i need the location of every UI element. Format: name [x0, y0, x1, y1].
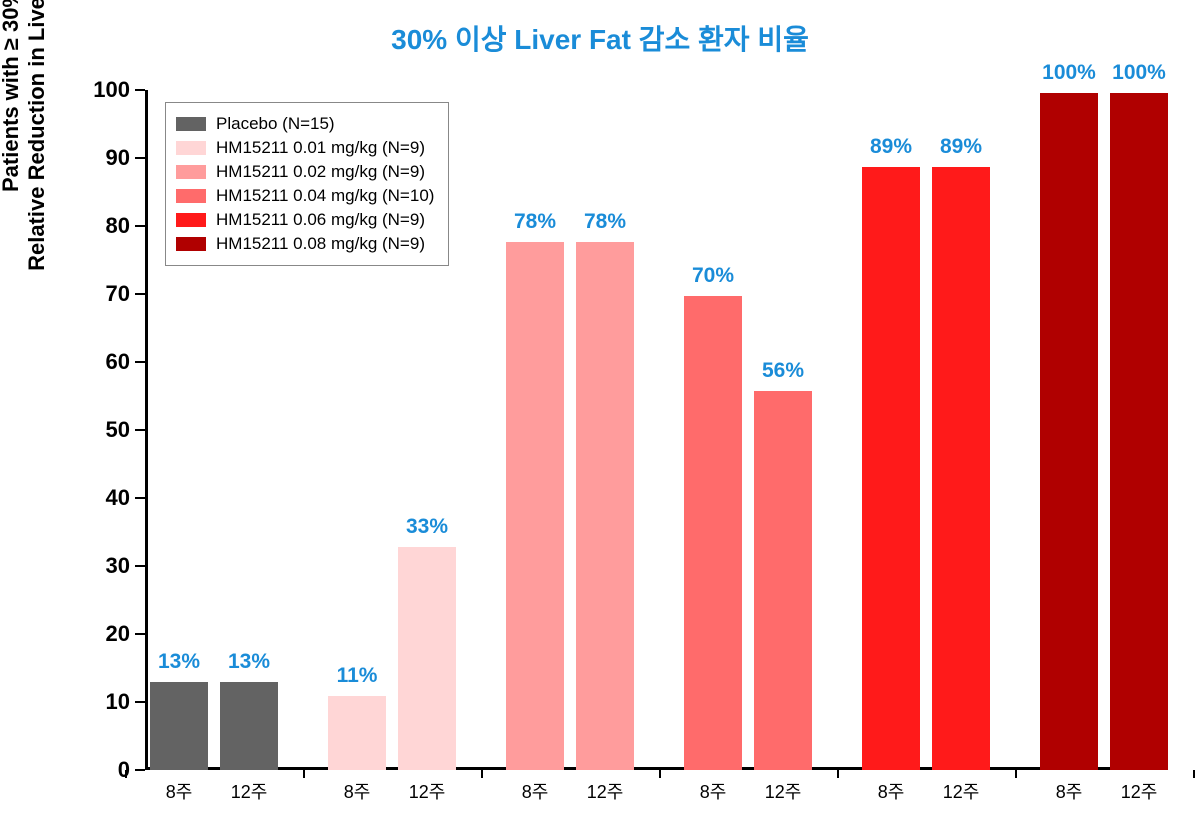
- x-tick-label: 8주: [166, 778, 193, 804]
- x-axis: [145, 767, 1165, 770]
- legend-swatch: [176, 141, 206, 155]
- y-tick-label: 20: [70, 621, 130, 647]
- y-axis-label-line1: Patients with ≥ 30%: [0, 0, 24, 430]
- y-tick-label: 30: [70, 553, 130, 579]
- x-tick-label: 12주: [231, 778, 268, 804]
- y-tick: [135, 89, 145, 91]
- x-tick-label: 12주: [943, 778, 980, 804]
- bar-value-label: 70%: [692, 264, 734, 288]
- bar: [932, 167, 990, 770]
- legend-label: HM15211 0.08 mg/kg (N=9): [216, 234, 425, 254]
- y-tick-label: 80: [70, 213, 130, 239]
- x-tick-label: 12주: [587, 778, 624, 804]
- legend-swatch: [176, 213, 206, 227]
- bar-value-label: 13%: [228, 650, 270, 674]
- legend-label: HM15211 0.06 mg/kg (N=9): [216, 210, 425, 230]
- x-tick: [1193, 770, 1195, 778]
- bar: [684, 296, 742, 770]
- legend: Placebo (N=15) HM15211 0.01 mg/kg (N=9) HM…: [165, 102, 449, 266]
- y-tick: [135, 361, 145, 363]
- y-tick-label: 90: [70, 145, 130, 171]
- legend-item: HM15211 0.08 mg/kg (N=9): [176, 233, 434, 255]
- x-tick-label: 8주: [344, 778, 371, 804]
- y-tick-label: 0: [70, 757, 130, 783]
- legend-item: HM15211 0.02 mg/kg (N=9): [176, 161, 434, 183]
- y-tick: [135, 157, 145, 159]
- bar-value-label: 89%: [940, 135, 982, 159]
- legend-label: HM15211 0.02 mg/kg (N=9): [216, 162, 425, 182]
- x-tick: [303, 770, 305, 778]
- y-tick: [135, 633, 145, 635]
- bar: [862, 167, 920, 770]
- legend-item: HM15211 0.04 mg/kg (N=10): [176, 185, 434, 207]
- y-tick: [135, 429, 145, 431]
- bar: [1110, 93, 1168, 770]
- bar-value-label: 89%: [870, 135, 912, 159]
- bar: [328, 696, 386, 770]
- y-axis: [145, 90, 148, 770]
- bar: [754, 391, 812, 770]
- bar-value-label: 56%: [762, 359, 804, 383]
- bar: [220, 682, 278, 770]
- y-tick-label: 10: [70, 689, 130, 715]
- y-axis-label: Patients with ≥ 30% Relative Reduction i…: [0, 0, 50, 430]
- bar: [506, 242, 564, 770]
- y-tick: [135, 497, 145, 499]
- x-tick: [125, 770, 127, 778]
- bar-value-label: 11%: [337, 664, 378, 688]
- x-tick: [481, 770, 483, 778]
- x-tick: [837, 770, 839, 778]
- x-tick-label: 12주: [409, 778, 446, 804]
- legend-swatch: [176, 237, 206, 251]
- x-tick-label: 8주: [878, 778, 905, 804]
- x-tick-label: 12주: [765, 778, 802, 804]
- y-tick: [135, 293, 145, 295]
- legend-label: HM15211 0.04 mg/kg (N=10): [216, 186, 434, 206]
- bar: [150, 682, 208, 770]
- bar: [1040, 93, 1098, 770]
- legend-item: HM15211 0.06 mg/kg (N=9): [176, 209, 434, 231]
- chart-title: 30% 이상 Liver Fat 감소 환자 비율: [0, 18, 1200, 58]
- y-tick-label: 100: [70, 77, 130, 103]
- x-tick: [1015, 770, 1017, 778]
- legend-swatch: [176, 117, 206, 131]
- x-tick-label: 12주: [1121, 778, 1158, 804]
- legend-swatch: [176, 165, 206, 179]
- y-tick-label: 60: [70, 349, 130, 375]
- bar-value-label: 13%: [158, 650, 200, 674]
- legend-item: Placebo (N=15): [176, 113, 434, 135]
- x-tick-label: 8주: [1056, 778, 1083, 804]
- y-tick-label: 70: [70, 281, 130, 307]
- bar-value-label: 100%: [1112, 61, 1166, 85]
- x-tick: [659, 770, 661, 778]
- bar-value-label: 78%: [584, 210, 626, 234]
- bar-value-label: 100%: [1042, 61, 1096, 85]
- x-tick-label: 8주: [700, 778, 727, 804]
- y-tick: [135, 565, 145, 567]
- y-tick: [135, 701, 145, 703]
- bar-value-label: 78%: [514, 210, 556, 234]
- y-tick: [135, 225, 145, 227]
- x-tick-label: 8주: [522, 778, 549, 804]
- plot-area: 0102030405060708090100 13%13%11%33%78%78…: [145, 90, 1165, 770]
- y-axis-label-line2: Relative Reduction in Liver Fat (%): [24, 0, 50, 430]
- legend-swatch: [176, 189, 206, 203]
- bar-value-label: 33%: [406, 515, 448, 539]
- y-tick-label: 50: [70, 417, 130, 443]
- bar: [398, 547, 456, 770]
- bar: [576, 242, 634, 770]
- y-tick: [135, 769, 145, 771]
- legend-item: HM15211 0.01 mg/kg (N=9): [176, 137, 434, 159]
- y-tick-label: 40: [70, 485, 130, 511]
- legend-label: Placebo (N=15): [216, 114, 335, 134]
- legend-label: HM15211 0.01 mg/kg (N=9): [216, 138, 425, 158]
